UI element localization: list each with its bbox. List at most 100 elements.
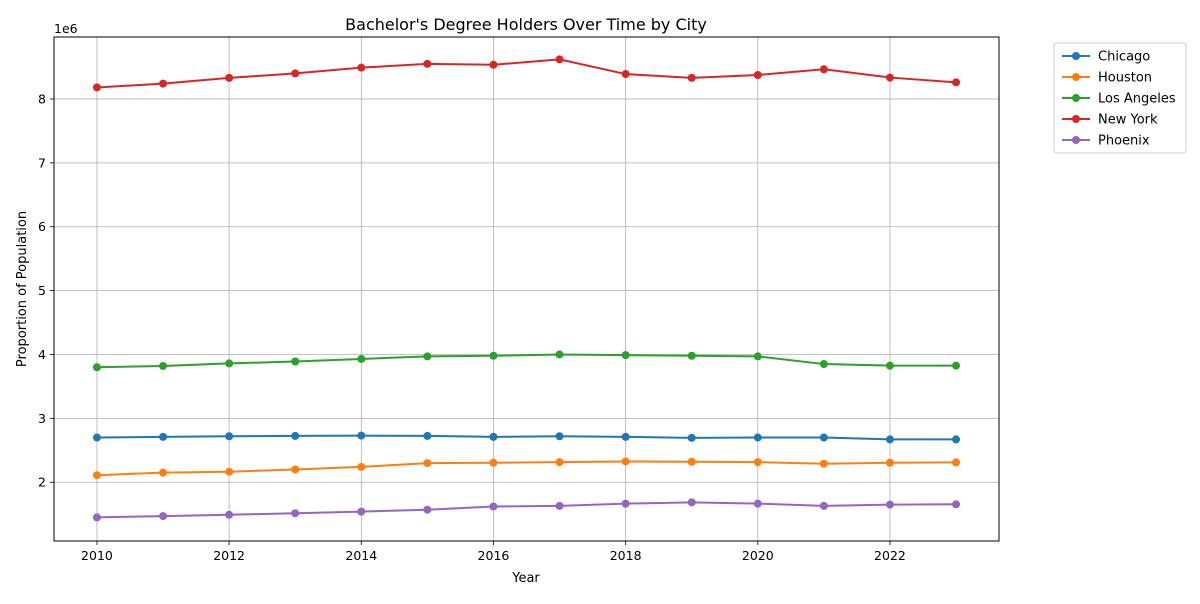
data-point-chicago bbox=[291, 431, 300, 440]
data-point-phoenix bbox=[357, 507, 366, 516]
legend: Chicago Houston Los Angeles New York Phoenix bbox=[1053, 42, 1187, 154]
data-point-phoenix bbox=[489, 502, 498, 511]
data-point-new-york bbox=[423, 59, 432, 68]
data-point-houston bbox=[489, 458, 498, 467]
data-point-new-york bbox=[225, 73, 234, 82]
series-line-los-angeles bbox=[96, 353, 957, 369]
data-point-chicago bbox=[357, 431, 366, 440]
legend-item-chicago: Chicago bbox=[1062, 50, 1150, 65]
series-line-phoenix bbox=[96, 501, 957, 519]
data-point-los-angeles bbox=[489, 351, 498, 360]
data-point-new-york bbox=[819, 65, 828, 74]
data-point-houston bbox=[225, 467, 234, 476]
series-houston bbox=[92, 457, 961, 480]
legend-label-phoenix: Phoenix bbox=[1098, 134, 1150, 149]
data-point-houston bbox=[621, 457, 630, 466]
series-new-york bbox=[92, 55, 961, 92]
legend-marker-houston bbox=[1072, 73, 1080, 81]
data-point-houston bbox=[423, 459, 432, 468]
data-point-phoenix bbox=[952, 500, 961, 509]
data-point-phoenix bbox=[687, 498, 696, 507]
data-point-phoenix bbox=[621, 499, 630, 508]
y-tick-label: 8 bbox=[38, 91, 46, 106]
data-point-phoenix bbox=[423, 505, 432, 514]
x-tick-label: 2020 bbox=[742, 548, 774, 563]
data-point-houston bbox=[952, 458, 961, 467]
data-point-new-york bbox=[92, 83, 101, 92]
data-point-phoenix bbox=[159, 512, 168, 521]
data-point-phoenix bbox=[92, 513, 101, 522]
data-point-los-angeles bbox=[159, 361, 168, 370]
legend-label-houston: Houston bbox=[1098, 71, 1152, 86]
data-point-chicago bbox=[423, 431, 432, 440]
grid bbox=[54, 37, 999, 541]
data-point-chicago bbox=[225, 432, 234, 441]
data-point-los-angeles bbox=[291, 357, 300, 366]
data-point-phoenix bbox=[291, 509, 300, 518]
series-line-houston bbox=[96, 460, 957, 477]
data-point-chicago bbox=[555, 432, 564, 441]
y-tick-label: 2 bbox=[38, 475, 46, 490]
data-point-houston bbox=[819, 459, 828, 468]
data-point-phoenix bbox=[753, 499, 762, 508]
y-tick-label: 3 bbox=[38, 411, 46, 426]
series-phoenix bbox=[92, 498, 961, 522]
legend-label-new-york: New York bbox=[1098, 113, 1158, 128]
data-point-los-angeles bbox=[423, 352, 432, 361]
data-point-los-angeles bbox=[357, 354, 366, 363]
plot-frame bbox=[53, 36, 1000, 542]
data-point-new-york bbox=[489, 60, 498, 69]
data-point-houston bbox=[885, 458, 894, 467]
data-point-los-angeles bbox=[952, 361, 961, 370]
data-point-houston bbox=[687, 457, 696, 466]
legend-item-los-angeles: Los Angeles bbox=[1062, 92, 1176, 107]
axis-ticks: 2010 2012 2014 2016 2018 2020 2022 2 3 4 5 6 7 8 bbox=[38, 91, 906, 563]
data-point-new-york bbox=[687, 73, 696, 82]
data-point-new-york bbox=[885, 73, 894, 82]
legend-item-houston: Houston bbox=[1062, 71, 1152, 86]
data-point-chicago bbox=[687, 433, 696, 442]
y-tick-label: 5 bbox=[38, 283, 46, 298]
data-point-new-york bbox=[159, 79, 168, 88]
legend-marker-new-york bbox=[1072, 115, 1080, 123]
y-axis-offset-label: 1e6 bbox=[54, 21, 78, 36]
data-point-phoenix bbox=[225, 510, 234, 519]
legend-marker-chicago bbox=[1072, 52, 1080, 60]
x-tick-label: 2018 bbox=[610, 548, 642, 563]
series-los-angeles bbox=[92, 350, 961, 372]
x-tick-label: 2014 bbox=[345, 548, 377, 563]
data-point-chicago bbox=[819, 433, 828, 442]
data-point-houston bbox=[92, 471, 101, 480]
series-layer bbox=[92, 55, 961, 522]
data-point-chicago bbox=[159, 432, 168, 441]
legend-label-los-angeles: Los Angeles bbox=[1098, 92, 1176, 107]
legend-label-chicago: Chicago bbox=[1098, 50, 1150, 65]
data-point-los-angeles bbox=[753, 352, 762, 361]
y-axis-label: Proportion of Population bbox=[15, 211, 30, 367]
data-point-houston bbox=[357, 462, 366, 471]
data-point-phoenix bbox=[555, 501, 564, 510]
data-point-houston bbox=[291, 465, 300, 474]
data-point-chicago bbox=[621, 432, 630, 441]
y-tick-label: 4 bbox=[38, 347, 46, 362]
legend-item-new-york: New York bbox=[1062, 113, 1158, 128]
data-point-houston bbox=[555, 458, 564, 467]
data-point-los-angeles bbox=[225, 359, 234, 368]
x-tick-label: 2010 bbox=[81, 548, 113, 563]
legend-item-phoenix: Phoenix bbox=[1062, 134, 1150, 149]
data-point-chicago bbox=[489, 432, 498, 441]
x-axis-label: Year bbox=[511, 571, 540, 586]
data-point-new-york bbox=[291, 69, 300, 78]
data-point-new-york bbox=[753, 71, 762, 80]
legend-frame bbox=[1053, 42, 1187, 154]
data-point-new-york bbox=[555, 55, 564, 64]
data-point-phoenix bbox=[819, 501, 828, 510]
data-point-chicago bbox=[952, 435, 961, 444]
data-point-new-york bbox=[357, 63, 366, 72]
x-tick-label: 2022 bbox=[874, 548, 906, 563]
data-point-los-angeles bbox=[92, 363, 101, 372]
data-point-chicago bbox=[753, 433, 762, 442]
legend-marker-phoenix bbox=[1072, 136, 1080, 144]
